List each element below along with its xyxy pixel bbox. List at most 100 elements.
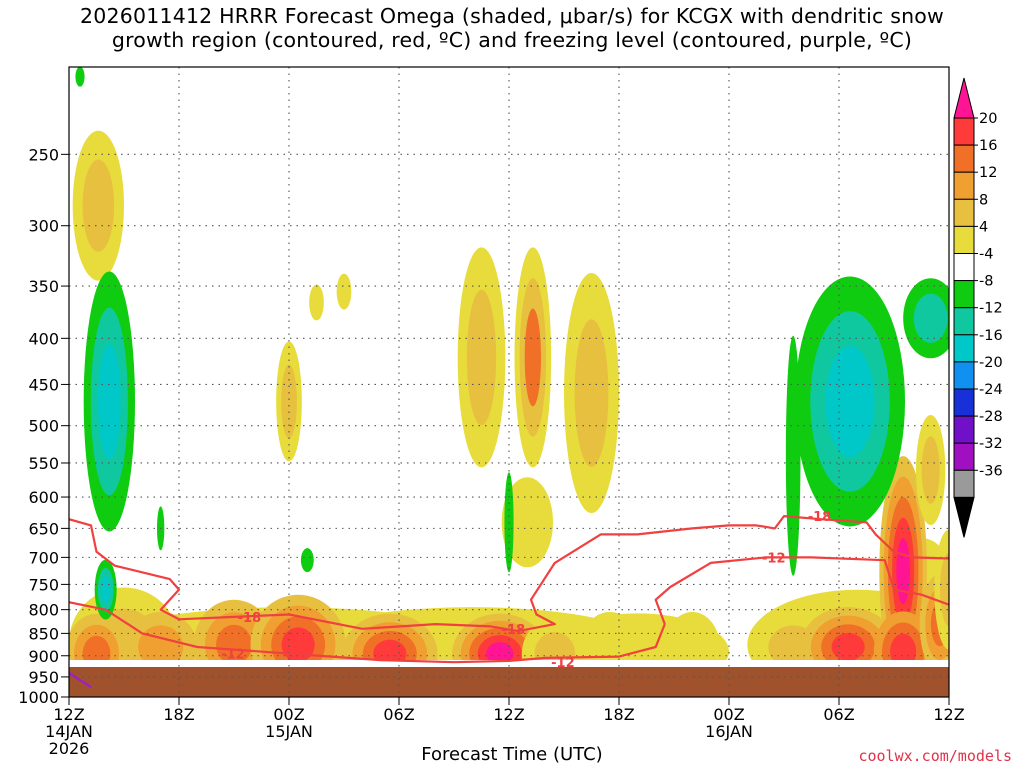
colorbar-box-4: [953, 225, 975, 254]
colorbar-box-3: [953, 198, 975, 227]
dendritic-minus12-contour-b: [654, 556, 949, 625]
omega-cell-28-level-0: [501, 477, 553, 568]
colorbar-box-11: [953, 415, 975, 444]
grid-lines: [69, 67, 949, 698]
colorbar-box-2: [953, 171, 975, 200]
colorbar-label-0: 20: [979, 111, 997, 127]
y-tick-label-1000: 1000: [18, 688, 59, 707]
omega-cell-8-level-2: [216, 624, 252, 665]
x-tick-label-36h: 00Z: [713, 705, 744, 724]
dendritic-minus12-contour-a: [69, 601, 666, 664]
colorbar-box-12: [953, 442, 975, 471]
contour-label-2: -12: [221, 648, 245, 663]
y-tick-label-500: 500: [28, 417, 59, 436]
colorbar-label-3: 8: [979, 192, 988, 208]
colorbar-box-13: [953, 469, 975, 498]
y-tick-label-600: 600: [28, 488, 59, 507]
colorbar-box-0: [953, 117, 975, 146]
colorbar-label-1: 16: [979, 138, 997, 154]
x-tick-label-30h: 18Z: [603, 705, 634, 724]
site-credit: coolwx.com/models: [858, 747, 1012, 765]
omega-cell-33-level-0: [300, 548, 314, 573]
title-line-1: 2026011412 HRRR Forecast Omega (shaded, …: [80, 4, 944, 28]
y-tick-label-250: 250: [28, 145, 59, 164]
y-tick-label-400: 400: [28, 329, 59, 348]
contour-layer: -18 -18 -12 -12 -12 -18: [69, 510, 949, 689]
near-surface-gap: [69, 660, 949, 667]
colorbar-label-6: -8: [979, 274, 993, 290]
contour-label-0: -18: [238, 611, 262, 626]
y-tick-label-800: 800: [28, 601, 59, 620]
contour-label-1: -18: [502, 623, 525, 638]
dendritic-minus18-contour-b: [517, 515, 949, 633]
omega-cell-26-level-2: [524, 308, 541, 407]
colorbar-label-8: -16: [979, 328, 1003, 344]
omega-cell-11-level-4: [486, 642, 514, 666]
omega-cell-24-level-0: [336, 273, 352, 310]
x-tick-label-12h: 00Z: [273, 705, 304, 724]
y-tick-label-700: 700: [28, 548, 59, 567]
x-tick-sublabel-0h-1: 2026: [49, 739, 90, 758]
x-tick-label-42h: 06Z: [823, 705, 854, 724]
colorbar-box-7: [953, 307, 975, 336]
y-tick-label-950: 950: [28, 668, 59, 687]
colorbar-label-12: -32: [979, 436, 1003, 452]
colorbar-box-10: [953, 388, 975, 417]
colorbar-label-11: -28: [979, 409, 1003, 425]
omega-cell-17-level-4: [896, 538, 910, 604]
colorbar-box-8: [953, 334, 975, 363]
contour-label-4: -12: [762, 551, 786, 566]
colorbar-label-10: -24: [979, 382, 1003, 398]
y-tick-label-450: 450: [28, 375, 59, 394]
y-tick-label-900: 900: [28, 647, 59, 666]
y-tick-label-850: 850: [28, 624, 59, 643]
title-line-2: growth region (contoured, red, ºC) and f…: [111, 28, 913, 52]
y-tick-label-650: 650: [28, 519, 59, 538]
x-tick-label-48h: 12Z: [933, 705, 964, 724]
x-tick-sublabel-12h-0: 15JAN: [265, 722, 313, 741]
x-tick-label-6h: 18Z: [163, 705, 194, 724]
colorbar-label-4: 4: [979, 219, 988, 235]
omega-cell-21-level-1: [82, 159, 115, 252]
y-tick-label-300: 300: [28, 217, 59, 236]
colorbar-label-9: -20: [979, 355, 1003, 371]
y-tick-label-550: 550: [28, 454, 59, 473]
y-tick-label-750: 750: [28, 575, 59, 594]
colorbar-label-2: 12: [979, 165, 997, 181]
colorbar-label-7: -12: [979, 301, 1003, 317]
x-axis-label: Forecast Time (UTC): [421, 744, 603, 765]
omega-cell-31-level-2: [100, 576, 111, 603]
omega-cell-38-level-0: [75, 67, 85, 87]
colorbar: 20 16 12 8 4 -4 -8 -12 -16 -20 -24 -28 -32 -36: [953, 77, 1003, 538]
omega-cell-20-level-1: [921, 436, 940, 504]
colorbar-box-1: [953, 144, 975, 173]
omega-cell-22-level-1: [281, 364, 297, 439]
omega-cell-35-level-2: [825, 345, 875, 458]
omega-cell-16-level-3: [831, 633, 865, 661]
omega-cell-25-level-1: [466, 289, 497, 426]
chart-title: 2026011412 HRRR Forecast Omega (shaded, …: [0, 4, 1024, 52]
omega-cell-9-level-3: [281, 627, 315, 663]
omega-cell-27-level-1: [574, 319, 609, 467]
colorbar-label-5: -4: [979, 247, 993, 263]
contour-label-3: -12: [551, 656, 575, 671]
contour-label-5: -18: [808, 510, 832, 525]
colorbar-arrow-top: [953, 77, 975, 119]
dendritic-minus18-contour-a: [69, 518, 519, 633]
omega-cell-37-level-1: [913, 293, 948, 343]
colorbar-box-6: [953, 280, 975, 309]
x-tick-sublabel-0h-0: 14JAN: [45, 722, 93, 741]
axes: 250 300 350 400 450 500 550 600 650 700 750 800 850 9…: [18, 66, 965, 758]
omega-cell-36-level-0: [785, 335, 801, 576]
freezing-level-contour: [69, 671, 92, 689]
omega-cell-29-level-1: [939, 552, 949, 627]
x-tick-label-24h: 12Z: [493, 705, 524, 724]
colorbar-label-13: -36: [979, 463, 1003, 479]
x-tick-sublabel-36h-0: 16JAN: [705, 722, 753, 741]
x-tick-label-18h: 06Z: [383, 705, 414, 724]
y-tick-label-350: 350: [28, 277, 59, 296]
colorbar-box-5: [953, 253, 975, 282]
omega-cell-30-level-2: [97, 343, 121, 460]
x-tick-label-0h: 12Z: [53, 705, 84, 724]
